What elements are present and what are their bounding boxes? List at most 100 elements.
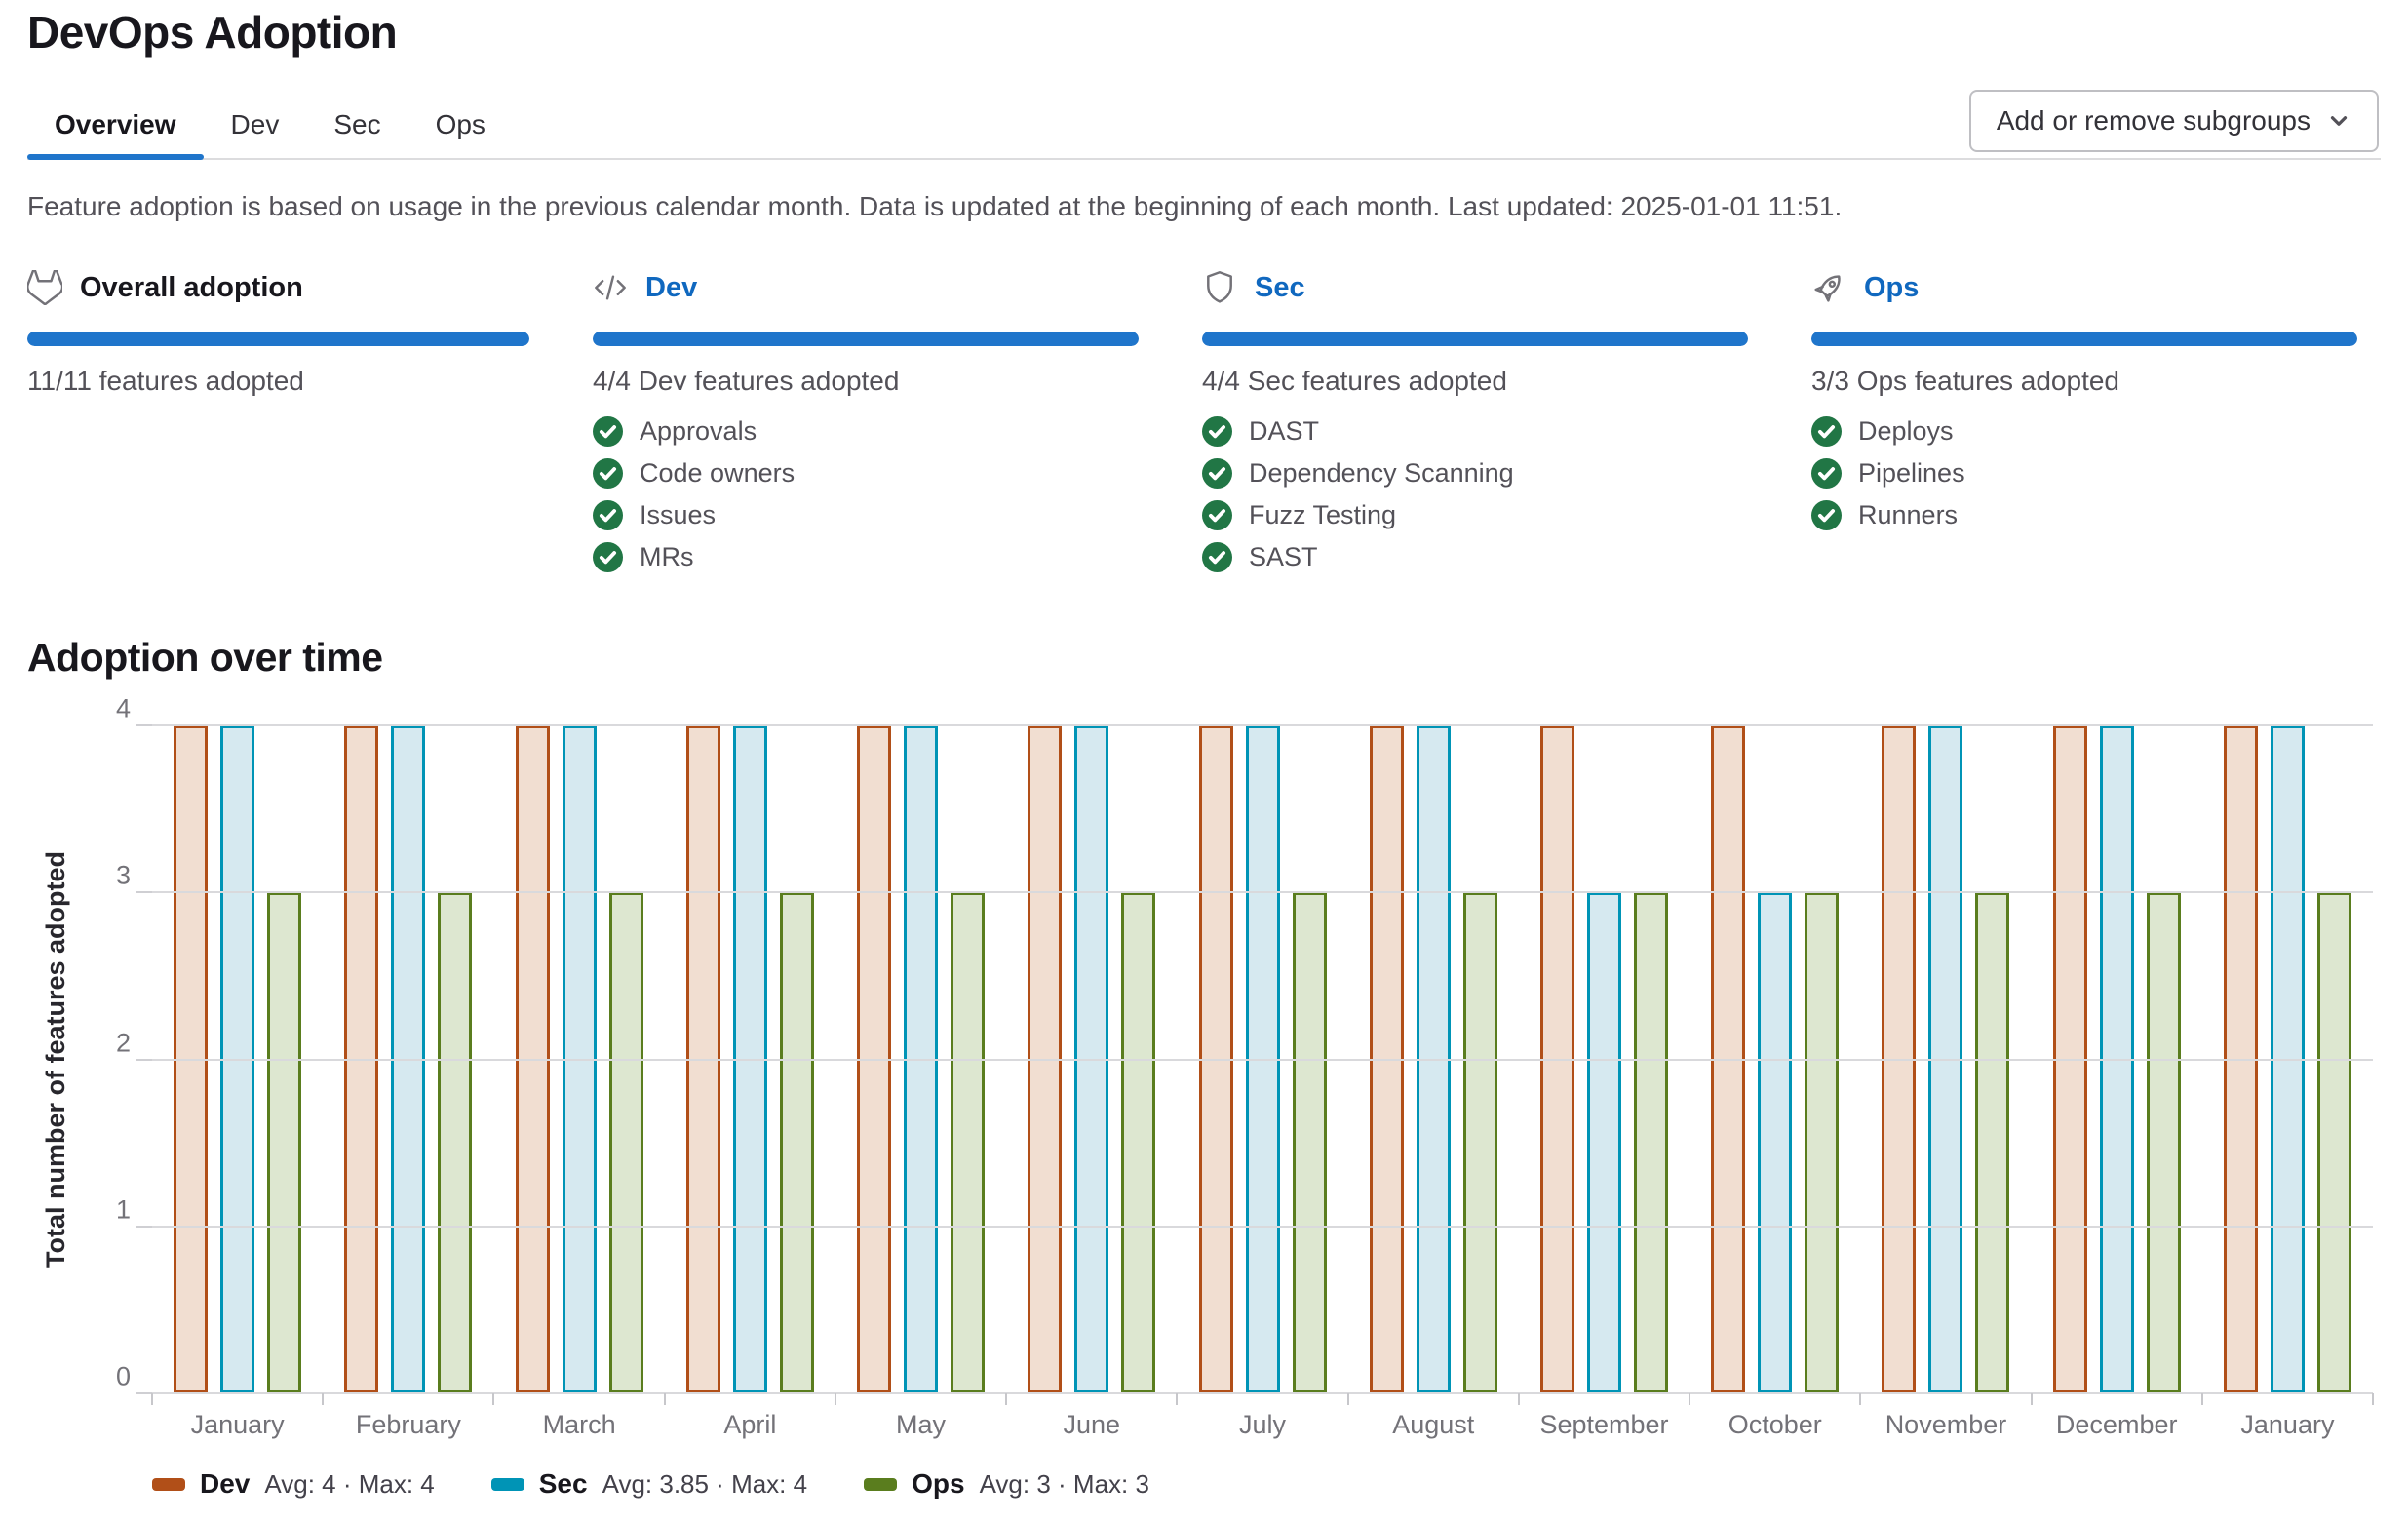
sec-bar [1586,892,1621,1393]
ops-bar [2146,892,2181,1393]
x-axis-label: September [1539,1410,1669,1439]
add-or-remove-subgroups-label: Add or remove subgroups [1996,105,2311,136]
ops-bar [267,892,302,1393]
tabs-and-actions-row: Overview Dev Sec Ops Add or remove subgr… [27,90,2381,160]
ops-bar [1292,892,1327,1393]
sec-adoption-subtext: 4/4 Sec features adopted [1202,366,1507,396]
feature-label: Runners [1858,500,1959,529]
x-axis-label: January [2240,1410,2335,1439]
overall-adoption-card: Overall adoption 11/11 features adopted [27,269,529,578]
y-axis-tick-label: 0 [115,1361,131,1391]
feature-item: MRs [593,536,1139,578]
x-axis-tick [1346,1393,1349,1405]
adoption-summary-cards: Overall adoption 11/11 features adopted … [27,269,2381,578]
check-circle-icon [1811,416,1842,447]
check-circle-icon [1202,500,1232,530]
feature-label: Issues [640,500,717,529]
feature-item: Deploys [1811,411,2357,452]
chevron-down-icon [2326,108,2351,134]
y-axis-tick-label: 2 [115,1028,131,1057]
ops-bar [1633,892,1668,1393]
y-axis-tick-label: 1 [115,1194,131,1225]
y-axis-tick [136,1392,152,1394]
tab-sec[interactable]: Sec [306,94,408,158]
feature-item: Dependency Scanning [1202,452,1748,494]
gridline [152,1225,2373,1228]
legend-swatch [152,1477,185,1491]
x-axis-label: December [2055,1410,2178,1439]
tab-ops[interactable]: Ops [408,94,513,158]
ops-title-link[interactable]: Ops [1864,271,1920,303]
y-axis-tick [136,1225,152,1228]
feature-item: SAST [1202,536,1748,578]
y-axis-tick [136,1058,152,1061]
x-axis-labels: January February March April May June July Augu… [152,1410,2373,1440]
y-axis-tick-labels: 0 1 2 3 4 [84,694,131,1393]
x-axis-tick [1689,1393,1691,1405]
dev-adoption-card: Dev 4/4 Dev features adopted Approvals Co… [593,269,1139,578]
sec-feature-list: DAST Dependency Scanning Fuzz Testing SAST [1202,411,1748,578]
feature-label: Pipelines [1858,458,1965,488]
x-axis-tick [151,1393,153,1405]
last-updated-info-text: Feature adoption is based on usage in th… [27,191,1843,221]
x-axis-label: June [1063,1410,1121,1439]
y-axis-tick-label: 3 [115,860,131,890]
feature-label: Dependency Scanning [1249,458,1514,488]
ops-bar [608,892,643,1393]
legend-series-stats: Avg: 3.85 · Max: 4 [602,1468,808,1499]
x-axis-label: January [190,1410,285,1439]
check-circle-icon [593,542,623,572]
tab-dev[interactable]: Dev [204,94,307,158]
legend-swatch [490,1477,524,1491]
x-axis-label: April [723,1410,777,1439]
ops-bar [1121,892,1156,1393]
x-axis-label: August [1392,1410,1475,1439]
check-circle-icon [1202,458,1232,489]
gridline [152,1058,2373,1061]
y-axis-tick [136,891,152,894]
x-axis-tick [1517,1393,1520,1405]
x-axis-tick [1005,1393,1008,1405]
overall-adoption-subtext: 11/11 features adopted [27,366,304,396]
x-axis-tick [1176,1393,1179,1405]
legend-item-dev[interactable]: Dev Avg: 4 · Max: 4 [152,1468,435,1500]
feature-label: SAST [1249,542,1318,571]
shield-icon [1202,270,1237,305]
x-axis-label: February [355,1410,461,1439]
ops-bar [1805,892,1840,1393]
legend-item-sec[interactable]: Sec Avg: 3.85 · Max: 4 [490,1468,808,1500]
tab-overview[interactable]: Overview [27,94,204,160]
chart-legend: Dev Avg: 4 · Max: 4 Sec Avg: 3.85 · Max: 4 O… [152,1468,1149,1500]
sec-title-link[interactable]: Sec [1255,271,1305,303]
feature-item: Runners [1811,494,2357,536]
feature-label: Deploys [1858,416,1954,446]
x-axis-tick [663,1393,666,1405]
legend-series-stats: Avg: 4 · Max: 4 [264,1468,435,1499]
feature-label: DAST [1249,416,1320,446]
x-axis-tick [834,1393,836,1405]
feature-item: Issues [593,494,1139,536]
x-axis-label: May [896,1410,947,1439]
check-circle-icon [1811,500,1842,530]
check-circle-icon [1202,416,1232,447]
ops-bar [1975,892,2010,1393]
feature-label: MRs [640,542,694,571]
x-axis-label: July [1239,1410,1287,1439]
feature-label: Code owners [640,458,796,488]
y-axis-tick [136,724,152,726]
ops-progress-bar [1811,332,2357,346]
dev-adoption-subtext: 4/4 Dev features adopted [593,366,900,396]
chart-section-title: Adoption over time [27,635,383,680]
ops-bar [951,892,986,1393]
legend-series-name: Dev [200,1468,251,1499]
dev-title-link[interactable]: Dev [645,271,698,303]
legend-item-ops[interactable]: Ops Avg: 3 · Max: 3 [864,1468,1149,1500]
ops-adoption-card: Ops 3/3 Ops features adopted Deploys Pipe… [1811,269,2357,578]
add-or-remove-subgroups-button[interactable]: Add or remove subgroups [1968,90,2379,152]
feature-item: Fuzz Testing [1202,494,1748,536]
overall-adoption-title: Overall adoption [80,271,303,303]
check-circle-icon [593,500,623,530]
chart-plot-area [136,724,2374,1405]
check-circle-icon [1202,542,1232,572]
